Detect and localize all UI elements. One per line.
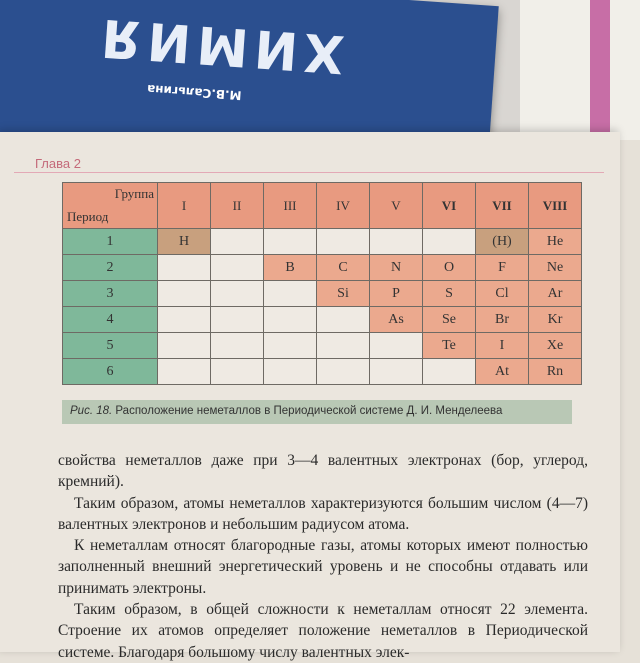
period-row: 4 As Se Br Kr (62, 306, 582, 333)
group-header-VIII: VIII (528, 182, 582, 229)
element-cell: Ne (528, 254, 582, 281)
group-label: Группа (114, 186, 154, 201)
element-cell: He (528, 228, 582, 255)
empty-cell (263, 280, 317, 307)
element-cell: (H) (475, 228, 529, 255)
group-header-II: II (210, 182, 264, 229)
element-cell: Br (475, 306, 529, 333)
element-cell: Ar (528, 280, 582, 307)
element-cell: Kr (528, 306, 582, 333)
empty-cell (263, 358, 317, 385)
empty-cell (210, 306, 264, 333)
empty-cell (369, 228, 423, 255)
group-header-III: III (263, 182, 317, 229)
element-cell: Rn (528, 358, 582, 385)
empty-cell (316, 332, 370, 359)
period-number: 3 (62, 280, 158, 307)
textbook-page: Глава 2 Группа Период I II III IV V VI VII VIII… (0, 132, 620, 661)
caption-text: Расположение неметаллов в Периодической … (112, 405, 503, 417)
element-cell: As (369, 306, 423, 333)
body-text: свойства неметаллов даже при 3—4 валентн… (58, 450, 588, 663)
period-row: 2 B C N O F Ne (62, 254, 582, 281)
book-title: ХИМИЯ (93, 6, 347, 84)
element-cell: Se (422, 306, 476, 333)
element-cell: Te (422, 332, 476, 359)
group-header-VII: VII (475, 182, 529, 229)
header-rule (14, 172, 604, 173)
book-author: М.В.Сальгина (146, 81, 242, 103)
paragraph: Таким образом, в общей сложности к немет… (58, 601, 588, 661)
empty-cell (422, 358, 476, 385)
element-cell: I (475, 332, 529, 359)
element-cell: N (369, 254, 423, 281)
empty-cell (316, 358, 370, 385)
element-cell: S (422, 280, 476, 307)
empty-cell (157, 332, 211, 359)
empty-cell (157, 254, 211, 281)
element-cell: P (369, 280, 423, 307)
period-number: 1 (62, 228, 158, 255)
empty-cell (369, 332, 423, 359)
element-cell: F (475, 254, 529, 281)
element-cell: At (475, 358, 529, 385)
group-header-VI: VI (422, 182, 476, 229)
empty-cell (157, 280, 211, 307)
period-number: 5 (62, 332, 158, 359)
empty-cell (157, 306, 211, 333)
group-header-V: V (369, 182, 423, 229)
empty-cell (210, 332, 264, 359)
empty-cell (316, 228, 370, 255)
period-label: Период (67, 209, 109, 224)
period-row: 5 Te I Xe (62, 332, 582, 359)
period-number: 4 (62, 306, 158, 333)
empty-cell (263, 306, 317, 333)
element-cell: Cl (475, 280, 529, 307)
paper-strip (590, 0, 610, 140)
periodic-table: Группа Период I II III IV V VI VII VIII 1 H (H) He… (62, 182, 582, 385)
period-row: 1 H (H) He (62, 228, 582, 255)
element-cell: Xe (528, 332, 582, 359)
paragraph: Таким образом, атомы неметаллов характер… (58, 494, 588, 533)
empty-cell (422, 228, 476, 255)
empty-cell (210, 228, 264, 255)
empty-cell (263, 332, 317, 359)
caption-label: Рис. 18. (70, 405, 113, 417)
period-number: 2 (62, 254, 158, 281)
chapter-header: Глава 2 (35, 156, 81, 171)
period-row: 3 Si P S Cl Ar (62, 280, 582, 307)
group-header-IV: IV (316, 182, 370, 229)
figure-caption: Рис. 18. Расположение неметаллов в Перио… (62, 400, 572, 424)
period-row: 6 At Rn (62, 358, 582, 385)
empty-cell (210, 254, 264, 281)
paragraph: К неметаллам относят благородные газы, а… (58, 537, 588, 597)
element-cell: C (316, 254, 370, 281)
paragraph: свойства неметаллов даже при 3—4 валентн… (58, 452, 588, 491)
corner-cell: Группа Период (62, 182, 158, 229)
group-header-I: I (157, 182, 211, 229)
empty-cell (210, 358, 264, 385)
empty-cell (316, 306, 370, 333)
group-header-row: Группа Период I II III IV V VI VII VIII (62, 182, 582, 229)
element-cell: O (422, 254, 476, 281)
empty-cell (263, 228, 317, 255)
empty-cell (210, 280, 264, 307)
empty-cell (369, 358, 423, 385)
element-cell: H (157, 228, 211, 255)
element-cell: B (263, 254, 317, 281)
empty-cell (157, 358, 211, 385)
period-number: 6 (62, 358, 158, 385)
paper-sheet (520, 0, 640, 140)
element-cell: Si (316, 280, 370, 307)
